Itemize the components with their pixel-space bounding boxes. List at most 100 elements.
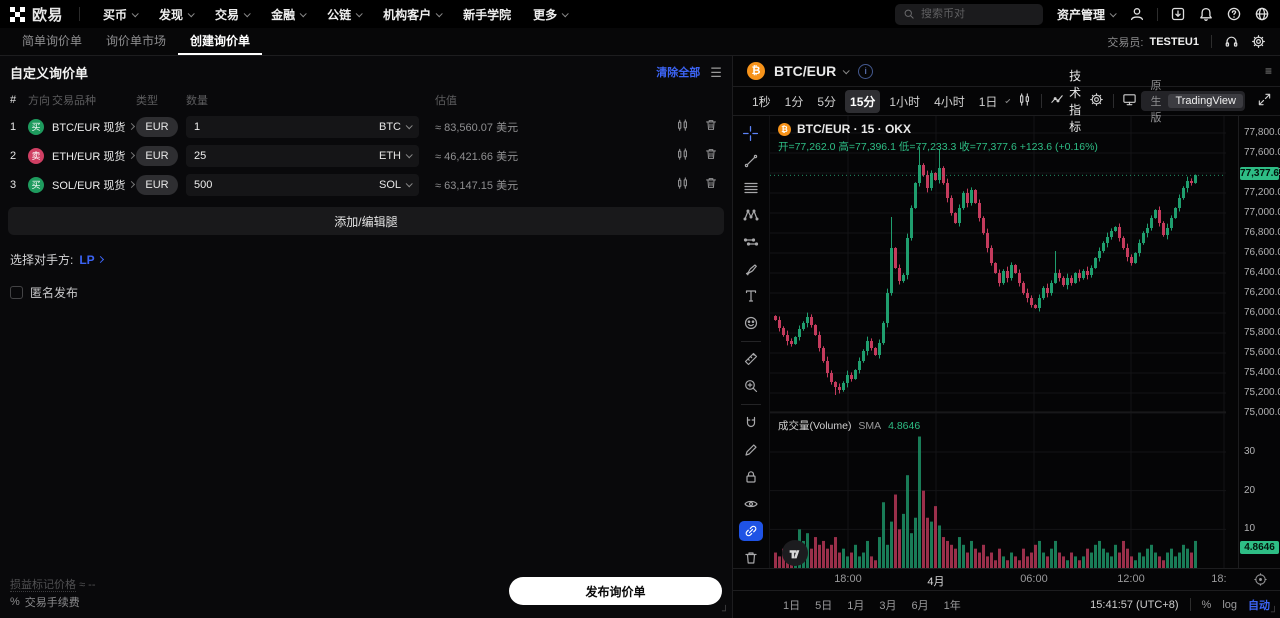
indicators-label[interactable]: 技术指标 [1069,69,1082,134]
timeframe-1d[interactable]: 1日 [978,94,998,109]
scroll-to-realtime-icon[interactable] [1253,572,1268,590]
emoji-tool-icon[interactable] [739,313,763,333]
notifications-icon[interactable] [1198,6,1214,22]
range-6mo[interactable]: 6月 [911,599,929,612]
chart-plot-area[interactable]: ₿ BTC/EUR · 15 · OKX 开=77,262.0 高=77,396… [769,116,1226,568]
multichart-display-icon[interactable] [1122,92,1137,110]
type-pill[interactable]: EUR [136,174,178,195]
scale-auto-toggle[interactable]: 自动 [1248,599,1270,612]
nav-item-finance[interactable]: 金融 [260,6,316,23]
crosshair-tool-icon[interactable] [739,124,763,144]
nav-item-chain[interactable]: 公链 [316,6,372,23]
tab-simple-rfq[interactable]: 简单询价单 [22,34,83,48]
candle-style-icon[interactable] [1017,92,1032,110]
scale-percent-toggle[interactable]: % [1201,598,1212,611]
search-input[interactable] [920,8,1035,20]
candlestick-volume-svg[interactable] [769,116,1226,568]
lock-drawings-icon[interactable] [739,467,763,487]
counterparty-link[interactable]: LP [79,253,104,267]
currency-select[interactable]: ETH [379,150,413,162]
text-tool-icon[interactable] [739,286,763,306]
panel-menu-icon[interactable]: ≡ [1264,64,1272,78]
forecast-tool-icon[interactable] [739,232,763,252]
assets-menu[interactable]: 资产管理 [1055,6,1117,23]
tab-rfq-board[interactable]: 询价单市场 [106,34,167,48]
language-globe-icon[interactable] [1254,6,1270,22]
mode-tradingview[interactable]: TradingView [1168,94,1243,108]
okx-logo[interactable]: 欧易 [10,4,63,25]
currency-select[interactable]: SOL [379,179,413,191]
nav-item-academy[interactable]: 新手学院 [452,6,522,23]
instrument-selector[interactable]: ETH/EUR 现货 [52,148,136,164]
list-menu-icon[interactable]: ☰ [710,64,722,80]
info-icon[interactable]: i [858,63,874,79]
chart-symbol[interactable]: BTC/EUR [773,63,837,79]
delete-leg-icon[interactable] [704,147,718,164]
magnet-tool-icon[interactable] [739,413,763,433]
range-1y[interactable]: 1年 [943,599,961,612]
amount-input[interactable] [194,178,379,191]
chart-clock[interactable]: 15:41:57 (UTC+8) [1090,598,1179,611]
timeframe-1m[interactable]: 1分 [784,94,804,109]
depth-chart-icon[interactable] [675,176,690,194]
anonymous-checkbox[interactable] [10,286,23,299]
tradingview-logo[interactable] [781,540,808,566]
range-3mo[interactable]: 3月 [879,599,897,612]
mode-native[interactable]: 原生版 [1150,80,1162,124]
settings-gear-icon[interactable] [1251,34,1266,49]
zoom-in-icon[interactable] [739,376,763,396]
submit-rfq-button[interactable]: 发布询价单 [508,577,722,605]
fullscreen-icon[interactable] [1257,92,1272,110]
trendline-tool-icon[interactable] [739,151,763,171]
nav-item-discover[interactable]: 发现 [148,6,204,23]
download-app-icon[interactable] [1170,6,1186,22]
delete-leg-icon[interactable] [704,176,718,193]
chart-settings-gear-icon[interactable] [1089,92,1104,110]
help-icon[interactable] [1226,6,1242,22]
time-axis[interactable]: 18:00 4月 06:00 12:00 18: [732,568,1280,590]
brush-tool-icon[interactable] [739,259,763,279]
price-axis[interactable]: 77,800.077,600.077,400.077,200.077,000.0… [1238,116,1280,568]
depth-chart-icon[interactable] [675,147,690,165]
profile-icon[interactable] [1129,6,1145,22]
amount-field[interactable]: BTC [186,115,419,138]
timeframe-4h[interactable]: 4小时 [934,94,965,109]
remove-drawings-trash-icon[interactable] [739,548,763,568]
delete-leg-icon[interactable] [704,118,718,135]
nav-item-buy-crypto[interactable]: 买币 [92,6,148,23]
amount-field[interactable]: SOL [186,173,419,196]
range-1mo[interactable]: 1月 [847,599,865,612]
amount-input[interactable] [194,120,379,133]
type-pill[interactable]: EUR [136,145,178,166]
tab-create-rfq[interactable]: 创建询价单 [178,28,263,55]
amount-input[interactable] [194,149,379,162]
amount-field[interactable]: ETH [186,144,419,167]
resize-handle[interactable]: ┘ [1270,607,1278,618]
add-edit-legs-button[interactable]: 添加/编辑腿 [8,207,724,235]
instrument-selector[interactable]: SOL/EUR 现货 [52,177,136,193]
timeframe-5m[interactable]: 5分 [817,94,837,109]
depth-chart-icon[interactable] [675,118,690,136]
currency-select[interactable]: BTC [379,121,413,133]
nav-item-institutional[interactable]: 机构客户 [372,6,452,23]
timeframe-1s[interactable]: 1秒 [751,94,771,109]
nav-item-more[interactable]: 更多 [522,6,578,23]
timeframe-15m[interactable]: 15分 [845,89,881,113]
gann-lines-tool-icon[interactable] [739,178,763,198]
nav-item-trade[interactable]: 交易 [204,6,260,23]
clear-all-link[interactable]: 清除全部 [656,67,701,79]
hide-drawings-eye-icon[interactable] [739,494,763,514]
pattern-xabcd-tool-icon[interactable] [739,205,763,225]
resize-handle[interactable]: ┘ [721,606,729,617]
measure-ruler-icon[interactable] [739,349,763,369]
chevron-down-icon[interactable] [1005,97,1011,103]
range-1d[interactable]: 1日 [782,599,801,612]
timeframe-1h[interactable]: 1小时 [889,94,921,109]
indicators-icon[interactable] [1050,92,1065,110]
edit-pencil-icon[interactable] [739,440,763,460]
scale-log-toggle[interactable]: log [1222,598,1237,611]
support-headset-icon[interactable] [1224,34,1239,49]
range-5d[interactable]: 5日 [815,599,833,612]
type-pill[interactable]: EUR [136,116,178,137]
sync-link-icon[interactable] [738,521,763,541]
